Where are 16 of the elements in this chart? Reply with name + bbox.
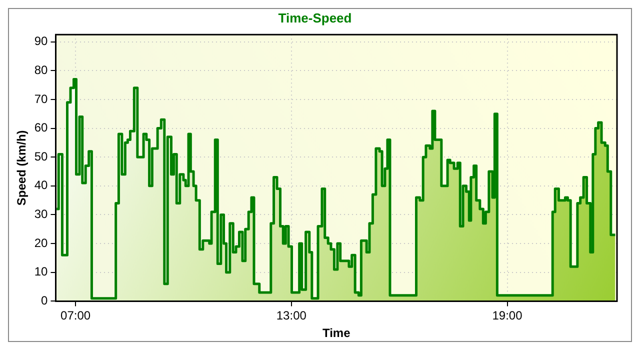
y-tick-label: 70	[34, 92, 48, 106]
x-tick-label: 13:00	[276, 308, 307, 323]
x-tick-label: 07:00	[60, 308, 91, 323]
y-tick-label: 30	[34, 207, 48, 222]
y-tick-label: 10	[34, 264, 48, 279]
y-tick-label: 60	[34, 120, 48, 135]
y-tick-label: 50	[34, 149, 48, 164]
x-axis-title: Time	[322, 326, 351, 340]
x-tick-label: 19:00	[492, 308, 523, 323]
y-tick-label: 90	[34, 34, 48, 48]
y-axis-title: Speed (km/h)	[14, 130, 29, 206]
y-tick-label: 40	[34, 178, 48, 192]
y-tick-label: 20	[34, 236, 48, 250]
y-tick-label: 80	[34, 62, 48, 77]
chart-title: Time-Speed	[278, 10, 352, 26]
y-tick-label: 0	[41, 294, 48, 308]
